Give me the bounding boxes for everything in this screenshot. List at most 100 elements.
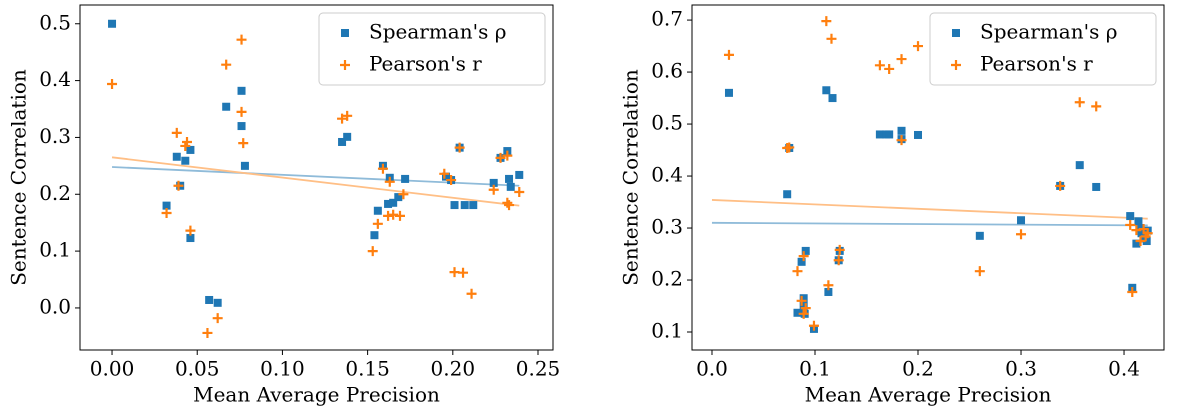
point — [389, 198, 398, 207]
point — [162, 201, 171, 210]
y-tick-label: 0.4 — [651, 163, 683, 187]
y-tick-label: 0.5 — [39, 10, 71, 34]
y-tick-label: 0.1 — [39, 238, 71, 262]
point — [792, 266, 803, 277]
point — [875, 130, 884, 139]
point — [1132, 239, 1141, 248]
point — [822, 86, 831, 95]
point — [798, 251, 809, 262]
point — [182, 136, 193, 147]
point — [796, 295, 807, 306]
legend-marker — [340, 60, 350, 70]
point — [377, 163, 388, 174]
point — [186, 234, 195, 243]
x-tick-label: 0.2 — [902, 357, 934, 381]
point — [1134, 217, 1143, 226]
point — [394, 193, 403, 202]
point — [885, 130, 894, 139]
point — [107, 79, 118, 90]
legend-marker — [952, 29, 960, 37]
point — [724, 88, 733, 97]
x-tick-label: 0.10 — [260, 357, 305, 381]
point — [798, 308, 809, 319]
legend-label: Spearman's ρ — [369, 20, 506, 44]
point — [221, 59, 232, 70]
point — [338, 137, 347, 146]
point — [1127, 286, 1138, 297]
point — [186, 145, 195, 154]
point — [205, 295, 214, 304]
fit-line — [711, 199, 1148, 220]
point — [394, 210, 405, 221]
point — [108, 19, 117, 28]
point — [202, 327, 213, 338]
point — [454, 142, 465, 153]
point — [384, 199, 393, 208]
point — [1091, 101, 1102, 112]
x-tick-label: 0.0 — [696, 357, 728, 381]
point — [1075, 161, 1084, 170]
point — [874, 60, 885, 71]
x-tick-label: 0.00 — [90, 357, 135, 381]
point — [240, 161, 249, 170]
point — [450, 201, 459, 210]
point — [505, 174, 514, 183]
point — [1125, 219, 1136, 230]
point — [913, 41, 924, 52]
point — [1016, 229, 1027, 240]
point — [1126, 212, 1135, 221]
point — [171, 127, 182, 138]
point — [974, 266, 985, 277]
legend-label: Pearson's r — [980, 52, 1093, 76]
legend-marker — [341, 29, 349, 37]
point — [1092, 182, 1101, 191]
point — [884, 63, 895, 74]
point — [388, 209, 399, 220]
x-tick-label: 0.05 — [175, 357, 220, 381]
x-tick-label: 0.25 — [516, 357, 561, 381]
point — [446, 175, 457, 186]
fit-line — [111, 156, 520, 207]
point — [401, 174, 410, 183]
point — [514, 186, 525, 197]
point — [914, 130, 923, 139]
plot-frame — [79, 4, 554, 351]
point — [515, 170, 524, 179]
point — [236, 34, 247, 45]
point — [1074, 97, 1085, 108]
legend-label: Spearman's ρ — [980, 20, 1117, 44]
fit-line — [111, 166, 520, 187]
legend-marker — [951, 60, 961, 70]
point — [1142, 228, 1153, 239]
point — [828, 94, 837, 103]
point — [466, 288, 477, 299]
point — [337, 113, 348, 124]
x-axis-label: Mean Average Precision — [193, 383, 440, 407]
point — [799, 294, 808, 303]
y-tick-label: 0.2 — [39, 181, 71, 205]
point — [783, 190, 792, 199]
point — [212, 313, 223, 324]
point — [834, 244, 845, 255]
point — [800, 303, 811, 314]
point — [793, 308, 802, 317]
x-tick-label: 0.4 — [1108, 357, 1140, 381]
point — [975, 231, 984, 240]
point — [398, 189, 409, 200]
point — [808, 320, 819, 331]
point — [824, 287, 833, 296]
point — [897, 126, 906, 135]
point — [506, 182, 515, 191]
point — [801, 246, 810, 255]
y-tick-label: 0.3 — [39, 124, 71, 148]
point — [502, 197, 513, 208]
point — [173, 180, 184, 191]
y-tick-label: 0.5 — [651, 111, 683, 135]
y-tick-label: 0.2 — [651, 267, 683, 291]
x-tick-label: 0.3 — [1005, 357, 1037, 381]
y-axis-label: Sentence Correlation — [7, 69, 31, 286]
point — [449, 267, 460, 278]
legend-box — [318, 12, 546, 86]
y-axis-label: Sentence Correlation — [619, 69, 643, 286]
